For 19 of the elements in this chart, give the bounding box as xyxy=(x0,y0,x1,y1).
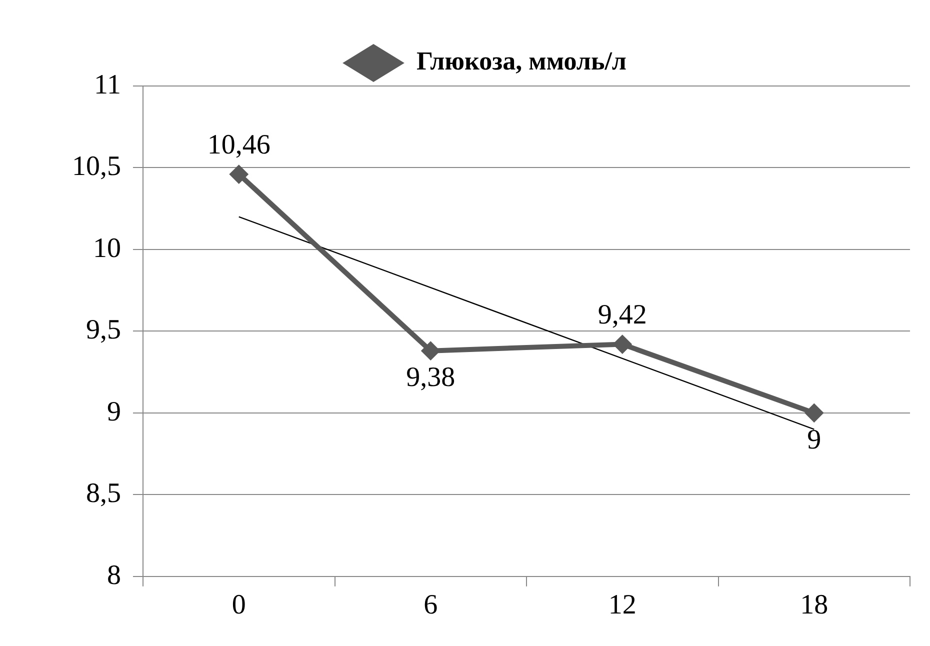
data-label: 9,38 xyxy=(406,362,456,394)
legend-label: Глюкоза, ммоль/л xyxy=(416,46,627,76)
y-tick-label: 8,5 xyxy=(86,478,121,510)
y-tick-label: 9,5 xyxy=(86,314,121,346)
x-tick-label: 0 xyxy=(232,590,246,621)
x-tick-label: 12 xyxy=(608,590,636,621)
y-tick-label: 9 xyxy=(107,396,121,428)
point xyxy=(229,164,248,184)
y-tick-label: 10 xyxy=(93,232,121,264)
point xyxy=(421,341,440,360)
y-tick-label: 11 xyxy=(94,69,121,100)
data-label: 9 xyxy=(807,424,822,456)
x-tick-label: 6 xyxy=(424,590,438,621)
data-label: 10,46 xyxy=(207,130,270,161)
point xyxy=(804,403,824,422)
y-tick-label: 10,5 xyxy=(72,151,121,182)
data-label: 9,42 xyxy=(598,300,647,331)
x-tick-label: 18 xyxy=(800,590,828,621)
y-tick-label: 8 xyxy=(107,560,121,591)
